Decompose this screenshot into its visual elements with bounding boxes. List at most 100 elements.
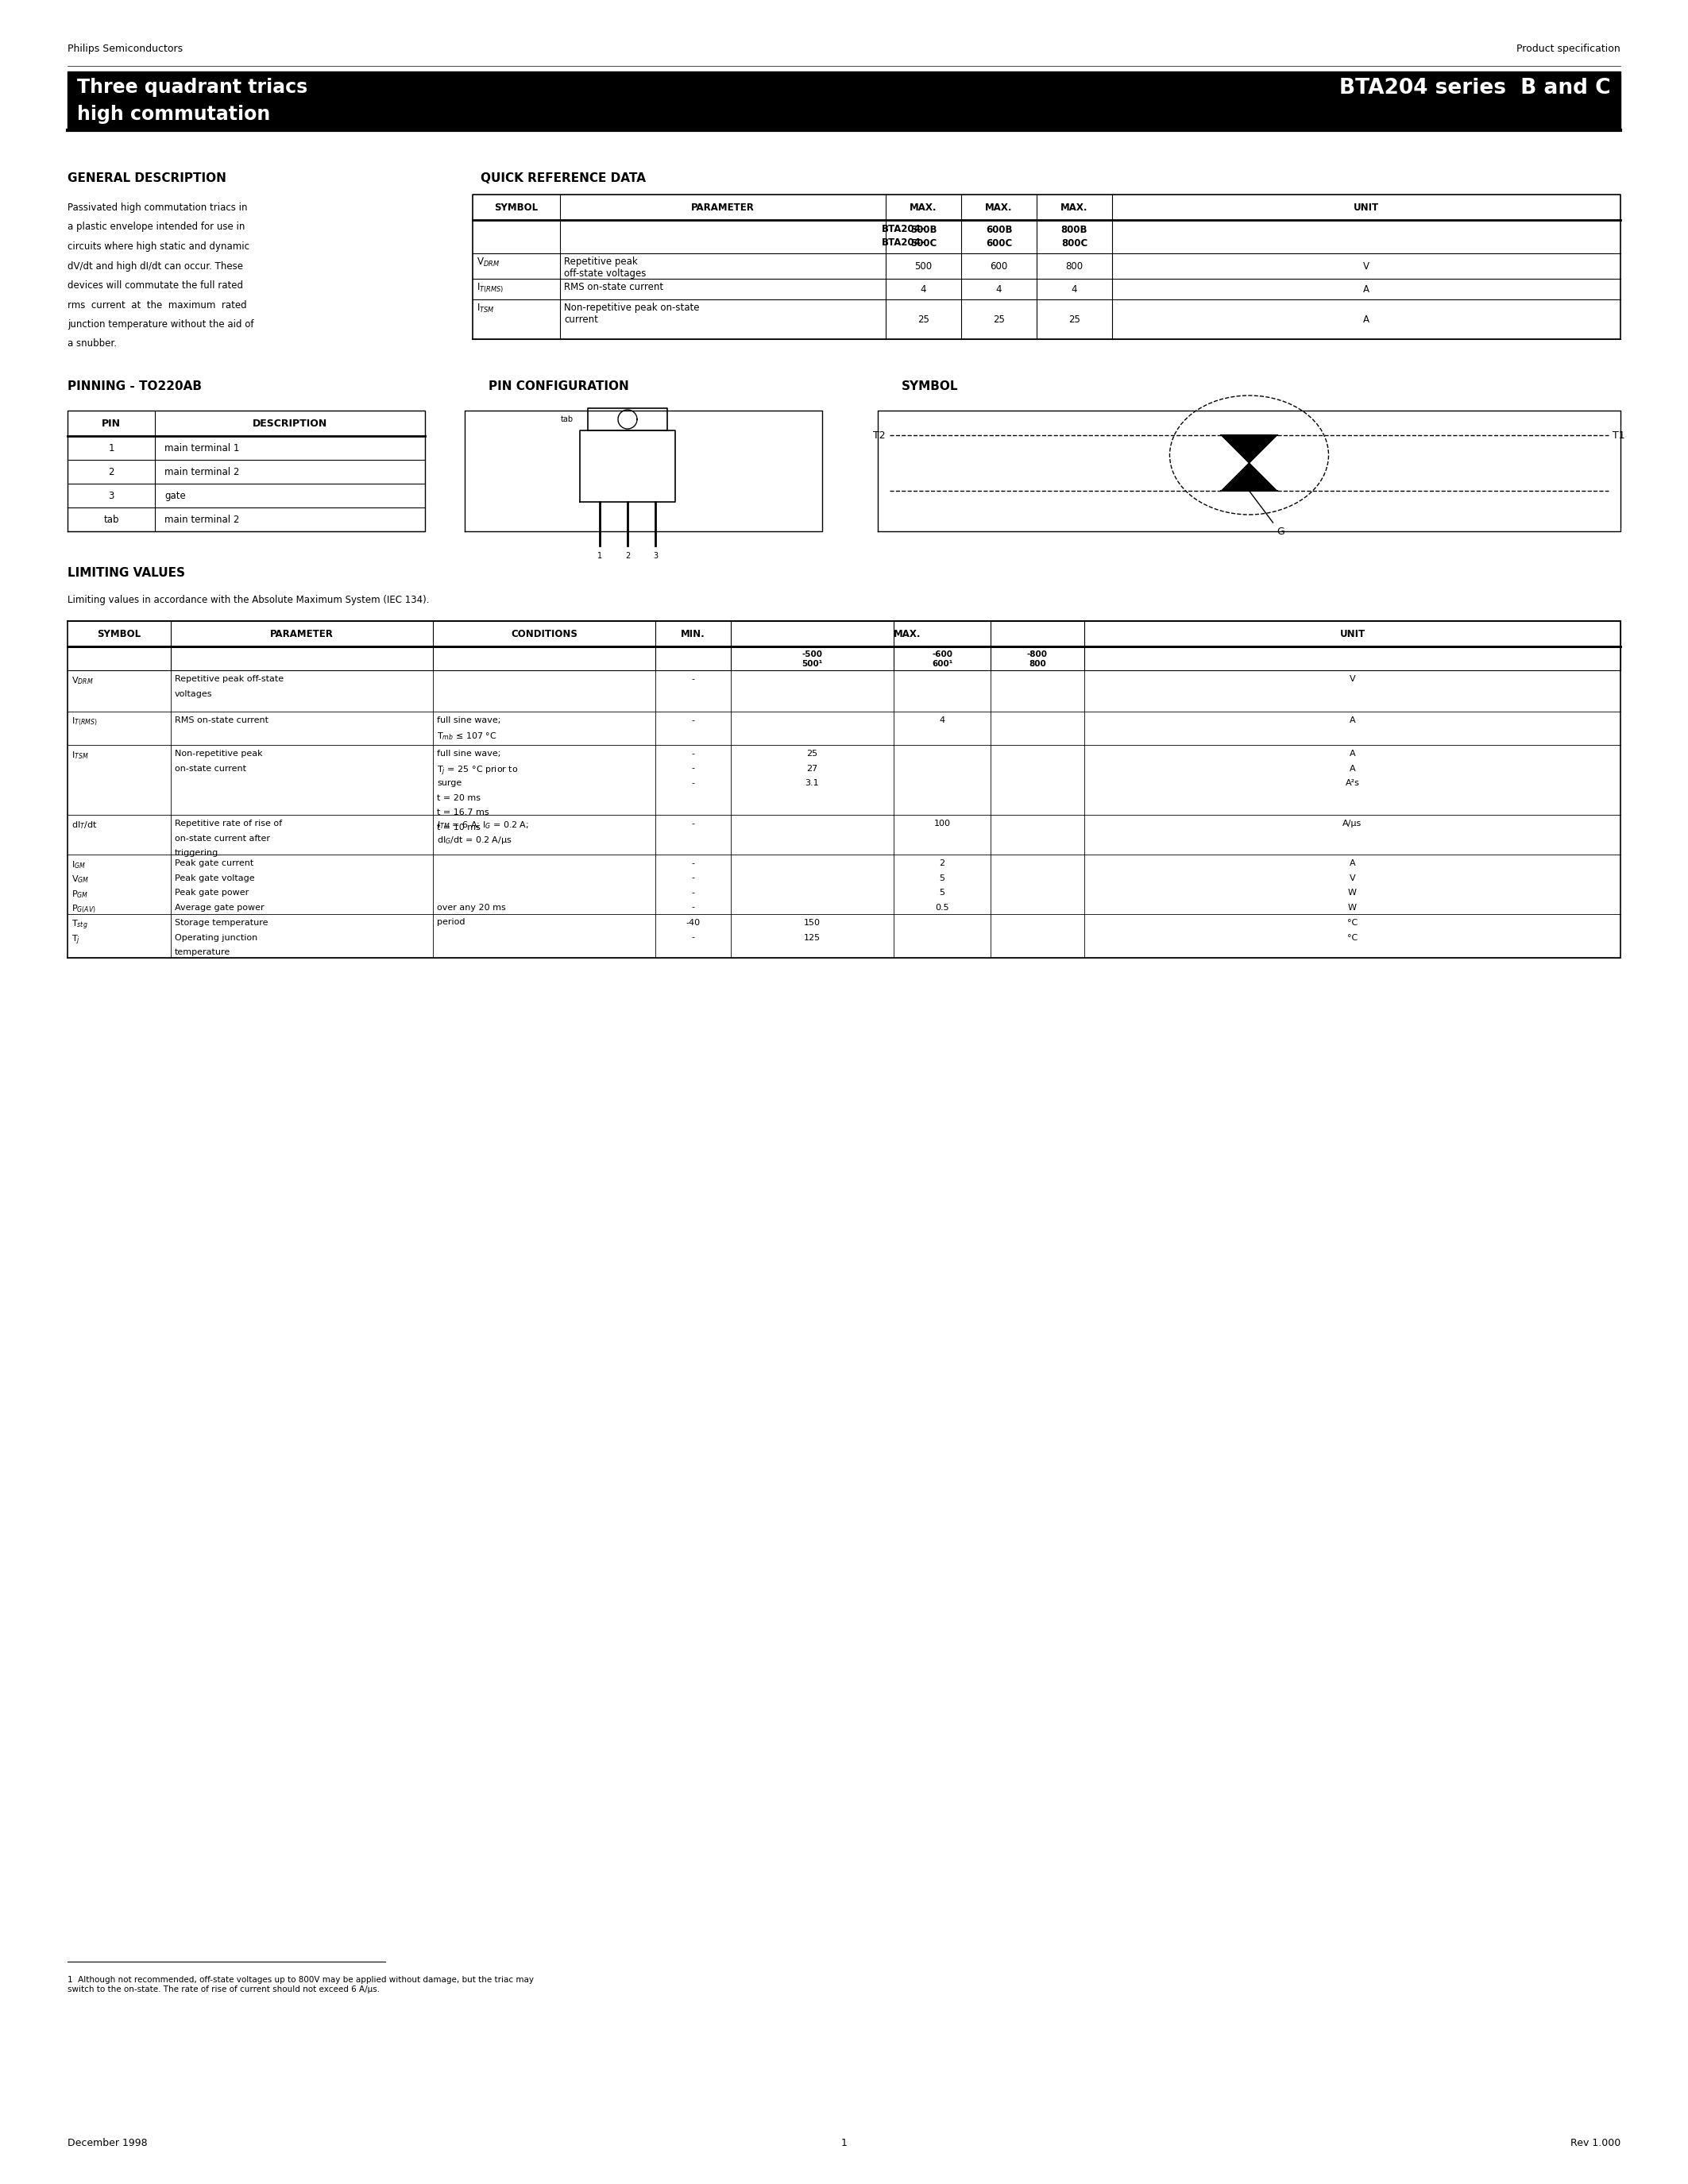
Text: Non-repetitive peak: Non-repetitive peak [176, 749, 263, 758]
Text: Peak gate voltage: Peak gate voltage [176, 874, 255, 882]
Text: a plastic envelope intended for use in: a plastic envelope intended for use in [68, 223, 245, 232]
Text: A: A [1364, 284, 1369, 295]
Text: A: A [1349, 764, 1355, 773]
Text: 1: 1 [108, 443, 115, 452]
Text: 800: 800 [1028, 660, 1047, 668]
Text: 25: 25 [1069, 314, 1080, 325]
Text: December 1998: December 1998 [68, 2138, 147, 2149]
Text: -: - [692, 780, 695, 786]
Text: MIN.: MIN. [680, 629, 706, 640]
Text: BTA204-: BTA204- [881, 225, 925, 234]
Text: A: A [1349, 858, 1355, 867]
Text: UNIT: UNIT [1354, 203, 1379, 212]
Text: -: - [692, 716, 695, 725]
Text: Philips Semiconductors: Philips Semiconductors [68, 44, 182, 55]
Text: dI$_T$/dt: dI$_T$/dt [71, 819, 98, 830]
Text: A: A [1364, 314, 1369, 325]
Text: on-state current after: on-state current after [176, 834, 270, 843]
Text: 4: 4 [1072, 284, 1077, 295]
Text: 100: 100 [933, 819, 950, 828]
Text: 0.5: 0.5 [935, 904, 949, 911]
Text: MAX.: MAX. [910, 203, 937, 212]
Text: main terminal 2: main terminal 2 [164, 513, 240, 524]
Text: MAX.: MAX. [895, 629, 922, 640]
Text: high commutation: high commutation [78, 105, 270, 124]
Text: t = 16.7 ms: t = 16.7 ms [437, 808, 490, 817]
Text: dI$_G$/dt = 0.2 A/μs: dI$_G$/dt = 0.2 A/μs [437, 834, 511, 845]
Text: 25: 25 [993, 314, 1004, 325]
Text: -: - [692, 858, 695, 867]
Text: full sine wave;: full sine wave; [437, 749, 501, 758]
Text: V: V [1349, 874, 1355, 882]
Text: main terminal 1: main terminal 1 [164, 443, 240, 452]
Text: I$_{GM}$: I$_{GM}$ [71, 858, 86, 869]
Text: -: - [692, 874, 695, 882]
Text: t = 20 ms: t = 20 ms [437, 793, 481, 802]
Text: 4: 4 [996, 284, 1003, 295]
Text: T$_{mb}$ ≤ 107 °C: T$_{mb}$ ≤ 107 °C [437, 732, 496, 743]
Text: Peak gate current: Peak gate current [176, 858, 253, 867]
Text: UNIT: UNIT [1340, 629, 1366, 640]
Text: -: - [692, 819, 695, 828]
Text: Product specification: Product specification [1516, 44, 1620, 55]
Text: A/μs: A/μs [1342, 819, 1362, 828]
Text: Passivated high commutation triacs in: Passivated high commutation triacs in [68, 203, 248, 212]
Text: -800: -800 [1026, 651, 1048, 657]
Text: -: - [692, 749, 695, 758]
Text: Three quadrant triacs: Three quadrant triacs [78, 79, 307, 96]
Text: 27: 27 [807, 764, 819, 773]
Text: 5: 5 [939, 874, 945, 882]
Text: MAX.: MAX. [986, 203, 1013, 212]
Text: 1  Although not recommended, off-state voltages up to 800V may be applied withou: 1 Although not recommended, off-state vo… [68, 1977, 533, 1994]
Text: 2: 2 [939, 858, 945, 867]
Text: PARAMETER: PARAMETER [270, 629, 334, 640]
Text: PINNING - TO220AB: PINNING - TO220AB [68, 380, 203, 393]
Polygon shape [1222, 463, 1276, 491]
Text: 500B: 500B [910, 225, 937, 236]
Text: circuits where high static and dynamic: circuits where high static and dynamic [68, 242, 250, 251]
Text: 5: 5 [939, 889, 945, 898]
Text: 4: 4 [939, 716, 945, 725]
Text: I$_{TSM}$: I$_{TSM}$ [71, 749, 89, 760]
Text: -: - [692, 904, 695, 911]
Text: temperature: temperature [176, 948, 231, 957]
Text: DESCRIPTION: DESCRIPTION [253, 417, 327, 428]
Text: T$_{stg}$: T$_{stg}$ [71, 919, 88, 933]
Text: -: - [692, 675, 695, 684]
Text: on-state current: on-state current [176, 764, 246, 773]
Text: -600: -600 [932, 651, 952, 657]
Text: a snubber.: a snubber. [68, 339, 116, 349]
Text: over any 20 ms: over any 20 ms [437, 904, 506, 911]
Text: main terminal 2: main terminal 2 [164, 467, 240, 476]
Text: T$_j$ = 25 °C prior to: T$_j$ = 25 °C prior to [437, 764, 518, 778]
Text: Repetitive peak
off-state voltages: Repetitive peak off-state voltages [564, 256, 647, 280]
Text: T$_j$: T$_j$ [71, 933, 81, 946]
Text: 600: 600 [991, 260, 1008, 271]
Text: 150: 150 [803, 919, 820, 926]
Text: rms  current  at  the  maximum  rated: rms current at the maximum rated [68, 299, 246, 310]
Text: 800C: 800C [1062, 238, 1087, 249]
Text: Average gate power: Average gate power [176, 904, 265, 911]
Text: SYMBOL: SYMBOL [495, 203, 538, 212]
Text: devices will commutate the full rated: devices will commutate the full rated [68, 280, 243, 290]
Text: 3: 3 [653, 553, 658, 559]
Text: P$_{G(AV)}$: P$_{G(AV)}$ [71, 904, 96, 915]
Text: Repetitive peak off-state: Repetitive peak off-state [176, 675, 284, 684]
Text: QUICK REFERENCE DATA: QUICK REFERENCE DATA [481, 173, 647, 183]
Text: LIMITING VALUES: LIMITING VALUES [68, 568, 186, 579]
Text: 3: 3 [108, 491, 115, 500]
Text: PARAMETER: PARAMETER [690, 203, 755, 212]
Text: BTA204-: BTA204- [881, 238, 925, 247]
Text: PIN: PIN [101, 417, 122, 428]
Text: I$_{T(RMS)}$: I$_{T(RMS)}$ [71, 716, 98, 727]
Text: PIN CONFIGURATION: PIN CONFIGURATION [488, 380, 630, 393]
Text: -40: -40 [685, 919, 701, 926]
Text: °C: °C [1347, 933, 1357, 941]
Text: t = 10 ms: t = 10 ms [437, 823, 481, 832]
Text: Repetitive rate of rise of: Repetitive rate of rise of [176, 819, 282, 828]
Text: Limiting values in accordance with the Absolute Maximum System (IEC 134).: Limiting values in accordance with the A… [68, 594, 429, 605]
Text: I$_{TSM}$: I$_{TSM}$ [476, 304, 495, 314]
Text: period: period [437, 917, 466, 926]
Text: V$_{DRM}$: V$_{DRM}$ [71, 675, 93, 686]
Text: 500¹: 500¹ [802, 660, 822, 668]
